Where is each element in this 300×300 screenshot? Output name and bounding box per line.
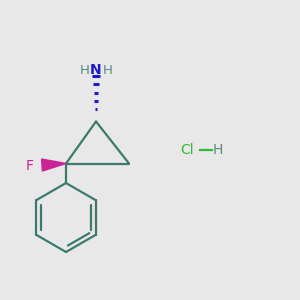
Text: Cl: Cl <box>180 143 194 157</box>
Text: H: H <box>213 143 224 157</box>
Polygon shape <box>42 159 66 171</box>
Text: F: F <box>26 160 34 173</box>
Text: H: H <box>103 64 112 77</box>
Text: H: H <box>80 64 89 77</box>
Text: N: N <box>90 64 102 77</box>
